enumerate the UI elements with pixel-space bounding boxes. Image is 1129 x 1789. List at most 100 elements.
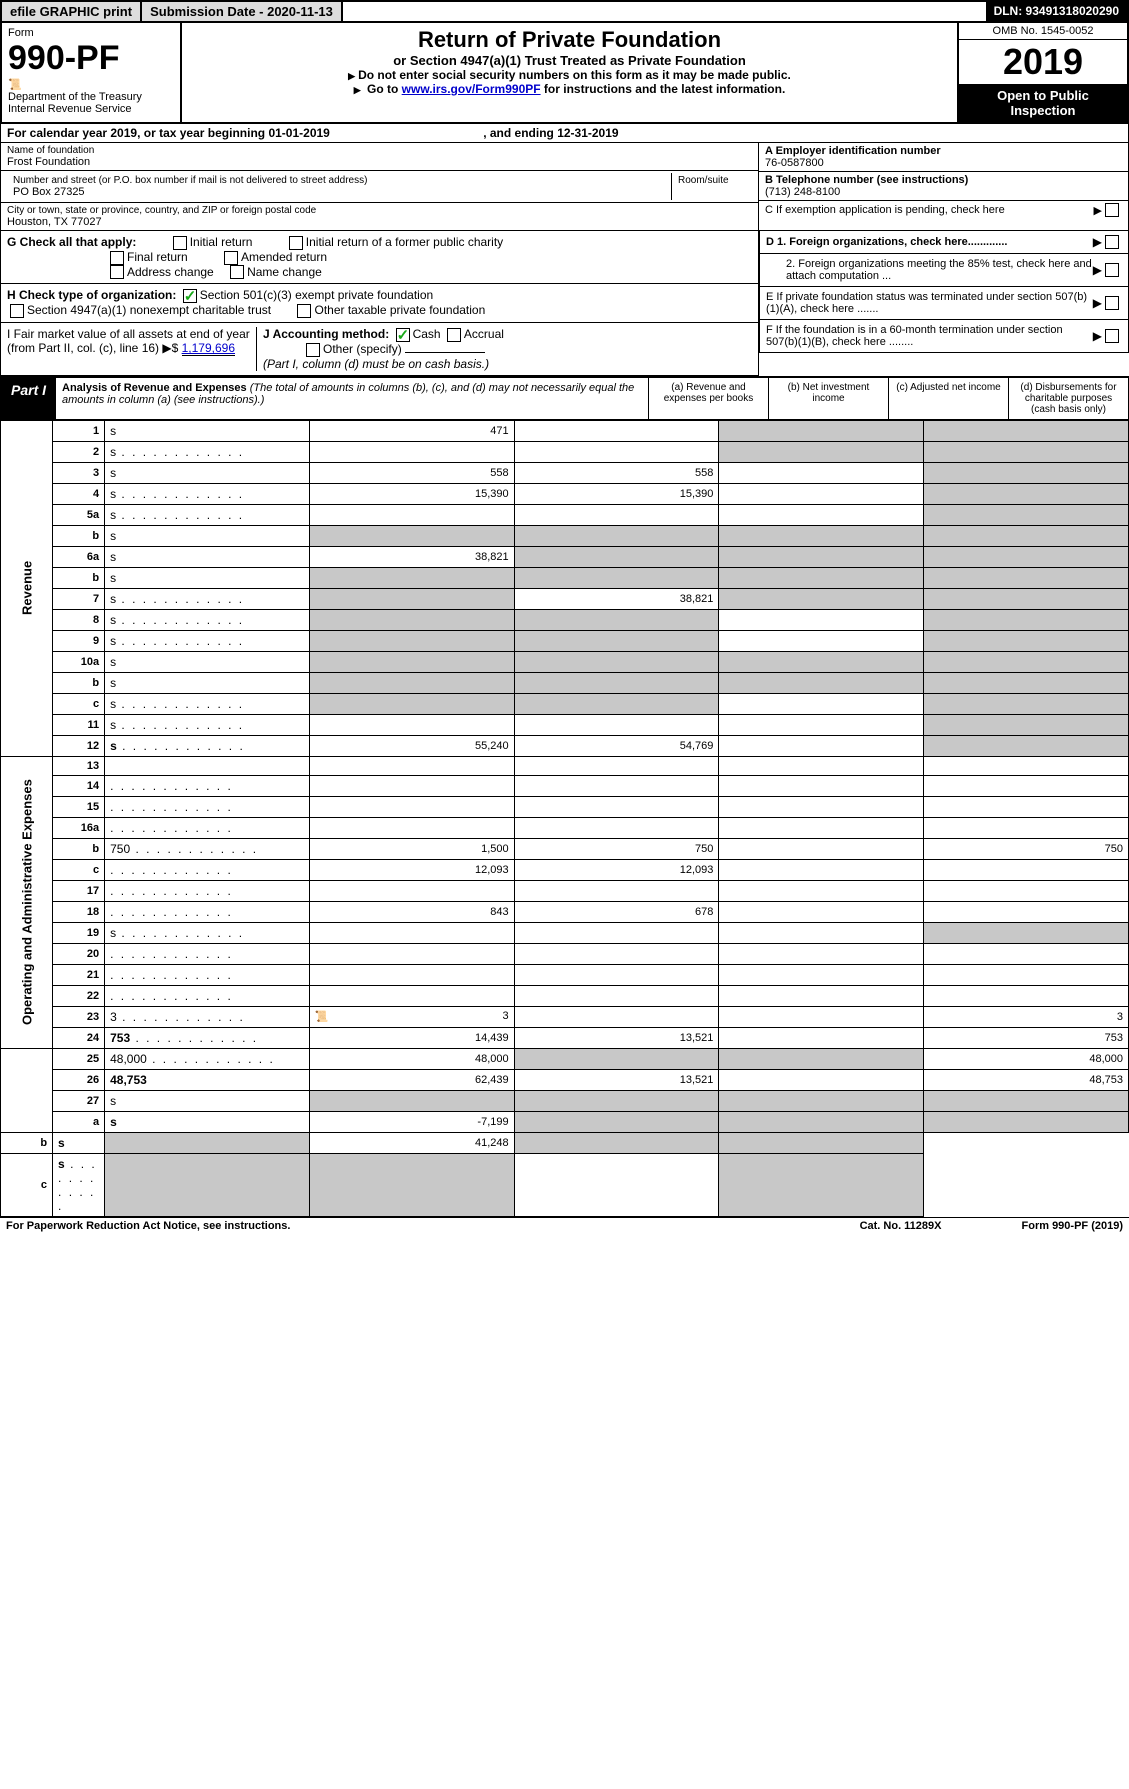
fmv-link[interactable]: 1,179,696 (182, 341, 235, 356)
table-row: 7s38,821 (1, 588, 1129, 609)
cell-a: 55,240 (309, 735, 514, 756)
h-501c3-checkbox[interactable] (183, 289, 197, 303)
row-number: 25 (53, 1048, 105, 1069)
j-other-checkbox[interactable] (306, 343, 320, 357)
cell-b: 54,769 (514, 735, 719, 756)
cell-b (514, 630, 719, 651)
section-g-h: G Check all that apply: Initial return I… (0, 231, 1129, 376)
cell-c (719, 567, 924, 588)
row-number: 11 (53, 714, 105, 735)
cell-a (309, 714, 514, 735)
row-description (105, 943, 310, 964)
cell-d (924, 817, 1129, 838)
row-description: s (105, 714, 310, 735)
table-row: 3s558558 (1, 462, 1129, 483)
table-row: bs41,248 (1, 1132, 1129, 1153)
submission-date: Submission Date - 2020-11-13 (142, 2, 343, 21)
cell-d (924, 735, 1129, 756)
page-footer: For Paperwork Reduction Act Notice, see … (0, 1217, 1129, 1234)
row-description: s (105, 462, 310, 483)
cell-b (514, 964, 719, 985)
row-number: 26 (53, 1069, 105, 1090)
cell-b (514, 693, 719, 714)
j-cash-checkbox[interactable] (396, 328, 410, 342)
cell-c (719, 901, 924, 922)
cell-c (719, 1048, 924, 1069)
table-row: 27s (1, 1090, 1129, 1111)
row-description: s (53, 1132, 105, 1153)
h-4947-checkbox[interactable] (10, 304, 24, 318)
cell-c (719, 1090, 924, 1111)
cell-c (719, 817, 924, 838)
d1-checkbox[interactable] (1105, 235, 1119, 249)
g-final-checkbox[interactable] (110, 251, 124, 265)
row-number: 8 (53, 609, 105, 630)
cell-c (719, 943, 924, 964)
g-section: G Check all that apply: Initial return I… (0, 231, 759, 284)
row-number: 10a (53, 651, 105, 672)
cell-a: 558 (309, 462, 514, 483)
row-description (105, 985, 310, 1006)
g-amended-checkbox[interactable] (224, 251, 238, 265)
revenue-label: Revenue (1, 420, 53, 756)
cell-d (924, 651, 1129, 672)
table-row: 20 (1, 943, 1129, 964)
cell-a: 📜3 (309, 1006, 514, 1027)
cell-a (309, 525, 514, 546)
f-checkbox[interactable] (1105, 329, 1119, 343)
table-row: 22 (1, 985, 1129, 1006)
form-number: 990-PF (8, 39, 120, 77)
h-other-checkbox[interactable] (297, 304, 311, 318)
cell-a (309, 609, 514, 630)
cell-b (514, 1111, 719, 1132)
form-label: Form (8, 27, 34, 39)
c-checkbox[interactable] (1105, 203, 1119, 217)
row-description: s (105, 609, 310, 630)
row-number: 13 (53, 756, 105, 775)
row-description (105, 817, 310, 838)
row-description (105, 756, 310, 775)
cell-a (309, 922, 514, 943)
cell-b: 41,248 (309, 1132, 514, 1153)
cell-a: 14,439 (309, 1027, 514, 1048)
efile-button[interactable]: efile GRAPHIC print (2, 2, 142, 21)
cell-a: 38,821 (309, 546, 514, 567)
g-address-checkbox[interactable] (110, 265, 124, 279)
e-checkbox[interactable] (1105, 296, 1119, 310)
cell-b (514, 775, 719, 796)
g-initial-checkbox[interactable] (173, 236, 187, 250)
cell-a (309, 796, 514, 817)
cell-b (514, 567, 719, 588)
cell-a (309, 817, 514, 838)
j-accrual-checkbox[interactable] (447, 328, 461, 342)
part1-table: Revenue1s4712s3s5585584s15,39015,3905asb… (0, 420, 1129, 1217)
row-number: 23 (53, 1006, 105, 1027)
row-number: 1 (53, 420, 105, 441)
irs-link[interactable]: www.irs.gov/Form990PF (402, 82, 541, 96)
cell-c (719, 672, 924, 693)
table-row: Revenue1s471 (1, 420, 1129, 441)
cell-b (514, 714, 719, 735)
cell-d (924, 672, 1129, 693)
cell-d (719, 1153, 924, 1216)
g-name-checkbox[interactable] (230, 265, 244, 279)
address-value: PO Box 27325 (13, 186, 665, 198)
row-description: s (105, 483, 310, 504)
d2-checkbox[interactable] (1105, 263, 1119, 277)
g-initial-public-checkbox[interactable] (289, 236, 303, 250)
row-description (105, 880, 310, 901)
row-number: 9 (53, 630, 105, 651)
h-section: H Check type of organization: Section 50… (0, 284, 759, 323)
cell-a (309, 756, 514, 775)
row-number: 5a (53, 504, 105, 525)
cell-c (719, 462, 924, 483)
cell-b (514, 1090, 719, 1111)
table-row: 12s55,24054,769 (1, 735, 1129, 756)
footer-mid: Cat. No. 11289X (860, 1220, 942, 1232)
row-description: 750 (105, 838, 310, 859)
cell-b (514, 672, 719, 693)
pdf-icon[interactable]: 📜 (8, 79, 22, 91)
tax-year: 2019 (959, 40, 1127, 84)
cell-a: 1,500 (309, 838, 514, 859)
cell-b: 678 (514, 901, 719, 922)
